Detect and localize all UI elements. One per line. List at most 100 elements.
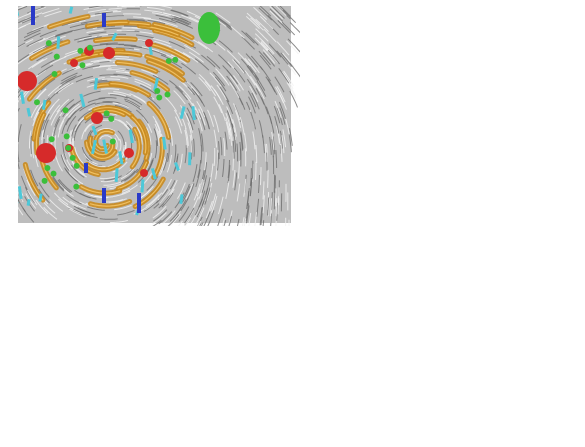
tube-highlight	[132, 342, 146, 378]
flow-streak	[358, 354, 361, 372]
green-glyph	[79, 62, 85, 68]
flow-streak	[10, 250, 26, 258]
flow-streak	[406, 319, 424, 323]
flow-streak	[511, 323, 519, 339]
flow-streak	[159, 419, 171, 433]
flow-streak	[249, 321, 256, 338]
panel	[297, 223, 585, 447]
flow-streak	[305, 30, 321, 38]
flow-streak	[442, 90, 456, 101]
flow-streak	[438, 263, 456, 267]
flow-streak	[422, 266, 440, 268]
flow-streak	[477, 305, 489, 318]
flow-streak	[278, 229, 291, 242]
flow-streak	[514, 267, 527, 279]
flow-streak	[413, 328, 429, 336]
flow-streak	[485, 67, 498, 79]
flow-streak	[368, 117, 379, 131]
flow-streak	[199, 338, 205, 355]
flow-streak	[351, 177, 363, 190]
flow-streak	[130, 310, 147, 317]
flow-streak	[548, 230, 561, 242]
flow-streak	[556, 397, 557, 415]
flow-streak	[174, 315, 186, 329]
flow-streak	[61, 300, 77, 308]
flow-streak	[312, 264, 328, 272]
flow-streak	[179, 378, 182, 396]
tube	[147, 281, 183, 298]
flow-streak	[419, 285, 437, 288]
flow-streak	[492, 438, 500, 447]
flow-streak	[361, 45, 378, 50]
red-sphere	[384, 47, 392, 55]
flow-streak	[182, 408, 189, 424]
flow-streak	[358, 328, 371, 340]
flow-streak	[556, 173, 557, 191]
flow-streak	[562, 16, 575, 29]
flow-streak	[233, 377, 234, 395]
flow-streak	[544, 11, 557, 23]
flow-streak	[139, 249, 157, 252]
flow-streak	[525, 348, 528, 366]
flow-streak	[61, 324, 74, 336]
flow-streak	[542, 181, 544, 199]
flow-streak	[268, 422, 269, 440]
flow-streak	[477, 164, 482, 181]
flow-streak	[65, 392, 77, 406]
flow-streak	[246, 427, 249, 445]
cyan-glyph	[58, 36, 59, 48]
flow-streak	[437, 96, 451, 108]
tube	[401, 379, 429, 404]
flow-streak	[136, 260, 154, 263]
flow-streak	[368, 216, 385, 222]
flow-streak	[65, 274, 82, 280]
flow-streak	[312, 39, 328, 47]
flow-streak	[514, 179, 517, 197]
flow-streak	[390, 259, 408, 261]
tube-highlight	[405, 111, 434, 135]
flow-streak	[420, 97, 436, 105]
flow-streak	[227, 331, 233, 348]
tube	[441, 305, 472, 330]
flow-streak	[490, 331, 497, 348]
flow-streak	[510, 30, 524, 41]
flow-streak	[59, 403, 72, 416]
flow-streak	[140, 410, 153, 422]
flow-streak	[329, 67, 344, 77]
tube	[412, 287, 451, 296]
flow-streak	[532, 275, 544, 288]
flow-streak	[166, 284, 182, 293]
flow-streak	[233, 394, 235, 412]
flow-streak	[160, 383, 166, 400]
flow-streak	[233, 153, 234, 171]
flow-streak	[421, 424, 437, 432]
flow-streak	[503, 189, 508, 206]
flow-streak	[471, 126, 475, 144]
flow-streak	[581, 107, 585, 124]
red-sphere	[70, 59, 78, 67]
flow-streak	[442, 209, 456, 220]
flow-streak	[276, 198, 277, 216]
flow-streak	[333, 290, 348, 300]
flow-streak	[460, 5, 477, 10]
flow-streak	[367, 315, 383, 323]
flow-streak	[312, 240, 329, 247]
flow-streak	[184, 434, 194, 447]
flow-streak	[278, 420, 279, 438]
flow-streak	[9, 196, 17, 212]
flow-streak	[383, 20, 401, 23]
flow-streak	[414, 92, 431, 98]
flow-streak	[435, 92, 450, 103]
flow-streak	[497, 136, 498, 154]
flow-streak	[438, 26, 456, 30]
flow-streak	[11, 318, 21, 333]
flow-streak	[310, 14, 327, 21]
flow-streak	[30, 363, 31, 381]
flow-streak	[531, 141, 532, 159]
flow-streak	[450, 53, 467, 60]
flow-streak	[522, 415, 526, 433]
green-glyph	[446, 369, 452, 375]
flow-streak	[568, 410, 569, 428]
tube-highlight	[376, 98, 415, 105]
flow-streak	[349, 30, 366, 35]
